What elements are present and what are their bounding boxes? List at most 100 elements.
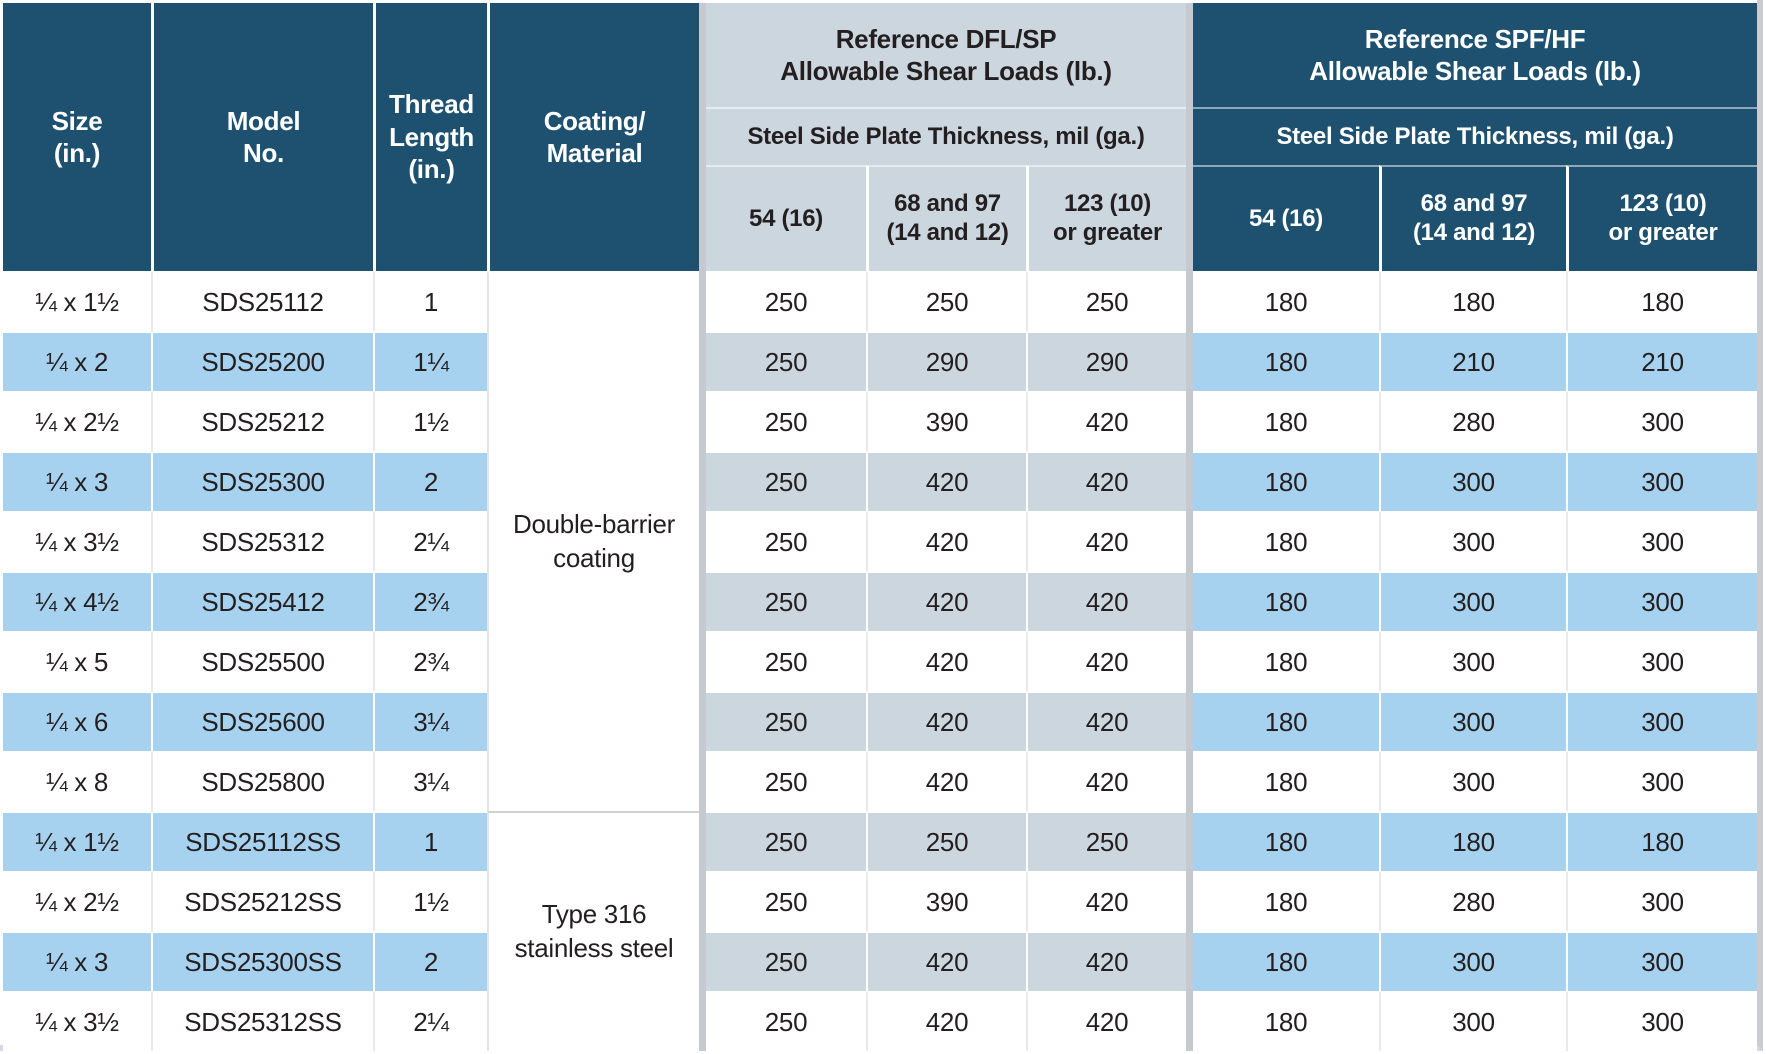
size-cell: ¼ x 3 — [3, 451, 151, 511]
dfl-load-cell: 420 — [1026, 631, 1186, 691]
spf-load-cell: 180 — [1193, 751, 1379, 811]
spf-load-cell: 300 — [1379, 631, 1566, 691]
thread-length-cell: 3¼ — [373, 691, 487, 751]
table-row: ¼ x 1½ SDS25112 1 Double-barrier coating… — [3, 271, 1757, 811]
thread-length-cell: 1¼ — [373, 331, 487, 391]
spf-load-cell: 300 — [1566, 511, 1757, 571]
table-row: ¼ x 2½ SDS25212SS 1½ 250 390 420 180 280… — [3, 871, 1757, 931]
size-cell: ¼ x 4½ — [3, 571, 151, 631]
size-cell: ¼ x 2 — [3, 331, 151, 391]
dfl-load-cell: 420 — [1026, 451, 1186, 511]
dfl-load-cell: 250 — [706, 391, 866, 451]
dfl-load-cell: 250 — [706, 811, 866, 871]
header-row-group: Size (in.) Model No. Thread Length (in.)… — [3, 3, 1757, 1051]
spf-load-cell: 280 — [1379, 391, 1566, 451]
spf-load-cell: 300 — [1379, 511, 1566, 571]
dfl-load-cell: 420 — [866, 931, 1026, 991]
shear-load-table: Size (in.) Model No. Thread Length (in.)… — [3, 3, 1757, 1051]
size-cell: ¼ x 3 — [3, 931, 151, 991]
table-row: ¼ x 5 SDS25500 2¾ 250 420 420 180 300 30… — [3, 631, 1757, 691]
dfl-load-cell: 420 — [866, 751, 1026, 811]
thread-length-cell: 1½ — [373, 391, 487, 451]
dfl-load-cell: 250 — [1026, 271, 1186, 331]
thread-length-cell: 2 — [373, 451, 487, 511]
model-cell: SDS25112SS — [151, 811, 373, 871]
spf-load-cell: 180 — [1193, 691, 1379, 751]
spf-load-cell: 300 — [1566, 991, 1757, 1051]
table-row: ¼ x 1½ SDS25112SS 1 Type 316 stainless s… — [3, 811, 1757, 1051]
dfl-load-cell: 250 — [706, 271, 866, 331]
spf-load-cell: 300 — [1379, 571, 1566, 631]
dfl-load-cell: 250 — [706, 871, 866, 931]
thread-length-cell: 2¾ — [373, 571, 487, 631]
dfl-load-cell: 290 — [1026, 331, 1186, 391]
spf-load-cell: 180 — [1566, 811, 1757, 871]
model-cell: SDS25200 — [151, 331, 373, 391]
size-cell: ¼ x 8 — [3, 751, 151, 811]
spf-load-cell: 180 — [1379, 271, 1566, 331]
dfl-load-cell: 250 — [706, 751, 866, 811]
dfl-load-cell: 250 — [1026, 811, 1186, 871]
col-header-model: Model No. — [151, 3, 373, 271]
thread-length-cell: 2¾ — [373, 631, 487, 691]
dfl-load-cell: 420 — [866, 991, 1026, 1051]
spf-load-cell: 300 — [1379, 991, 1566, 1051]
spf-load-cell: 180 — [1193, 331, 1379, 391]
table-row: ¼ x 4½ SDS25412 2¾ 250 420 420 180 300 3… — [3, 571, 1757, 631]
model-cell: SDS25412 — [151, 571, 373, 631]
model-cell: SDS25312SS — [151, 991, 373, 1051]
col-header-size: Size (in.) — [3, 3, 151, 271]
spf-load-cell: 180 — [1193, 631, 1379, 691]
spf-load-cell: 180 — [1193, 931, 1379, 991]
dfl-load-cell: 420 — [1026, 511, 1186, 571]
spf-load-cell: 300 — [1566, 451, 1757, 511]
model-cell: SDS25600 — [151, 691, 373, 751]
spf-load-cell: 180 — [1193, 511, 1379, 571]
spf-load-cell: 300 — [1566, 931, 1757, 991]
spf-load-cell: 300 — [1566, 691, 1757, 751]
spf-load-cell: 210 — [1566, 331, 1757, 391]
spf-col-54-16: 54 (16) — [1193, 165, 1379, 271]
spf-thickness-header: Steel Side Plate Thickness, mil (ga.) — [1193, 107, 1757, 165]
model-cell: SDS25312 — [151, 511, 373, 571]
dfl-load-cell: 390 — [866, 871, 1026, 931]
dfl-col-123-10: 123 (10) or greater — [1026, 165, 1186, 271]
section-gutter-right — [1186, 3, 1193, 1051]
dfl-load-cell: 290 — [866, 331, 1026, 391]
table-row: ¼ x 3 SDS25300SS 2 250 420 420 180 300 3… — [3, 931, 1757, 991]
coating-cell-double-barrier: Double-barrier coating — [487, 271, 699, 811]
dfl-col-68-97: 68 and 97 (14 and 12) — [866, 165, 1026, 271]
spf-load-cell: 300 — [1379, 931, 1566, 991]
dfl-load-cell: 420 — [1026, 571, 1186, 631]
size-cell: ¼ x 3½ — [3, 511, 151, 571]
dfl-load-cell: 420 — [1026, 931, 1186, 991]
dfl-load-cell: 250 — [706, 631, 866, 691]
dfl-load-cell: 420 — [866, 571, 1026, 631]
size-cell: ¼ x 5 — [3, 631, 151, 691]
dfl-load-cell: 420 — [866, 511, 1026, 571]
model-cell: SDS25500 — [151, 631, 373, 691]
spf-load-cell: 210 — [1379, 331, 1566, 391]
spf-load-cell: 180 — [1193, 571, 1379, 631]
dfl-load-cell: 250 — [706, 691, 866, 751]
dfl-load-cell: 390 — [866, 391, 1026, 451]
size-cell: ¼ x 3½ — [3, 991, 151, 1051]
dfl-group-title: Reference DFL/SP Allowable Shear Loads (… — [706, 3, 1186, 107]
dfl-load-cell: 420 — [1026, 991, 1186, 1051]
dfl-load-cell: 250 — [706, 931, 866, 991]
col-header-coating-material: Coating/ Material — [487, 3, 699, 271]
spf-load-cell: 300 — [1566, 871, 1757, 931]
dfl-load-cell: 420 — [1026, 691, 1186, 751]
spf-load-cell: 300 — [1379, 691, 1566, 751]
spf-load-cell: 280 — [1379, 871, 1566, 931]
dfl-thickness-header: Steel Side Plate Thickness, mil (ga.) — [706, 107, 1186, 165]
model-cell: SDS25212SS — [151, 871, 373, 931]
dfl-load-cell: 420 — [1026, 391, 1186, 451]
table-row: ¼ x 3½ SDS25312 2¼ 250 420 420 180 300 3… — [3, 511, 1757, 571]
spf-load-cell: 180 — [1193, 871, 1379, 931]
thread-length-cell: 1½ — [373, 871, 487, 931]
section-gutter-left — [699, 3, 706, 1051]
dfl-load-cell: 420 — [866, 451, 1026, 511]
table-row: ¼ x 2½ SDS25212 1½ 250 390 420 180 280 3… — [3, 391, 1757, 451]
spf-load-cell: 180 — [1193, 811, 1379, 871]
